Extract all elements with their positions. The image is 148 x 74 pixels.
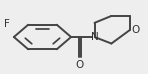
Text: O: O bbox=[131, 25, 139, 35]
Text: N: N bbox=[91, 32, 98, 42]
Text: O: O bbox=[75, 60, 83, 70]
Text: F: F bbox=[4, 19, 10, 29]
